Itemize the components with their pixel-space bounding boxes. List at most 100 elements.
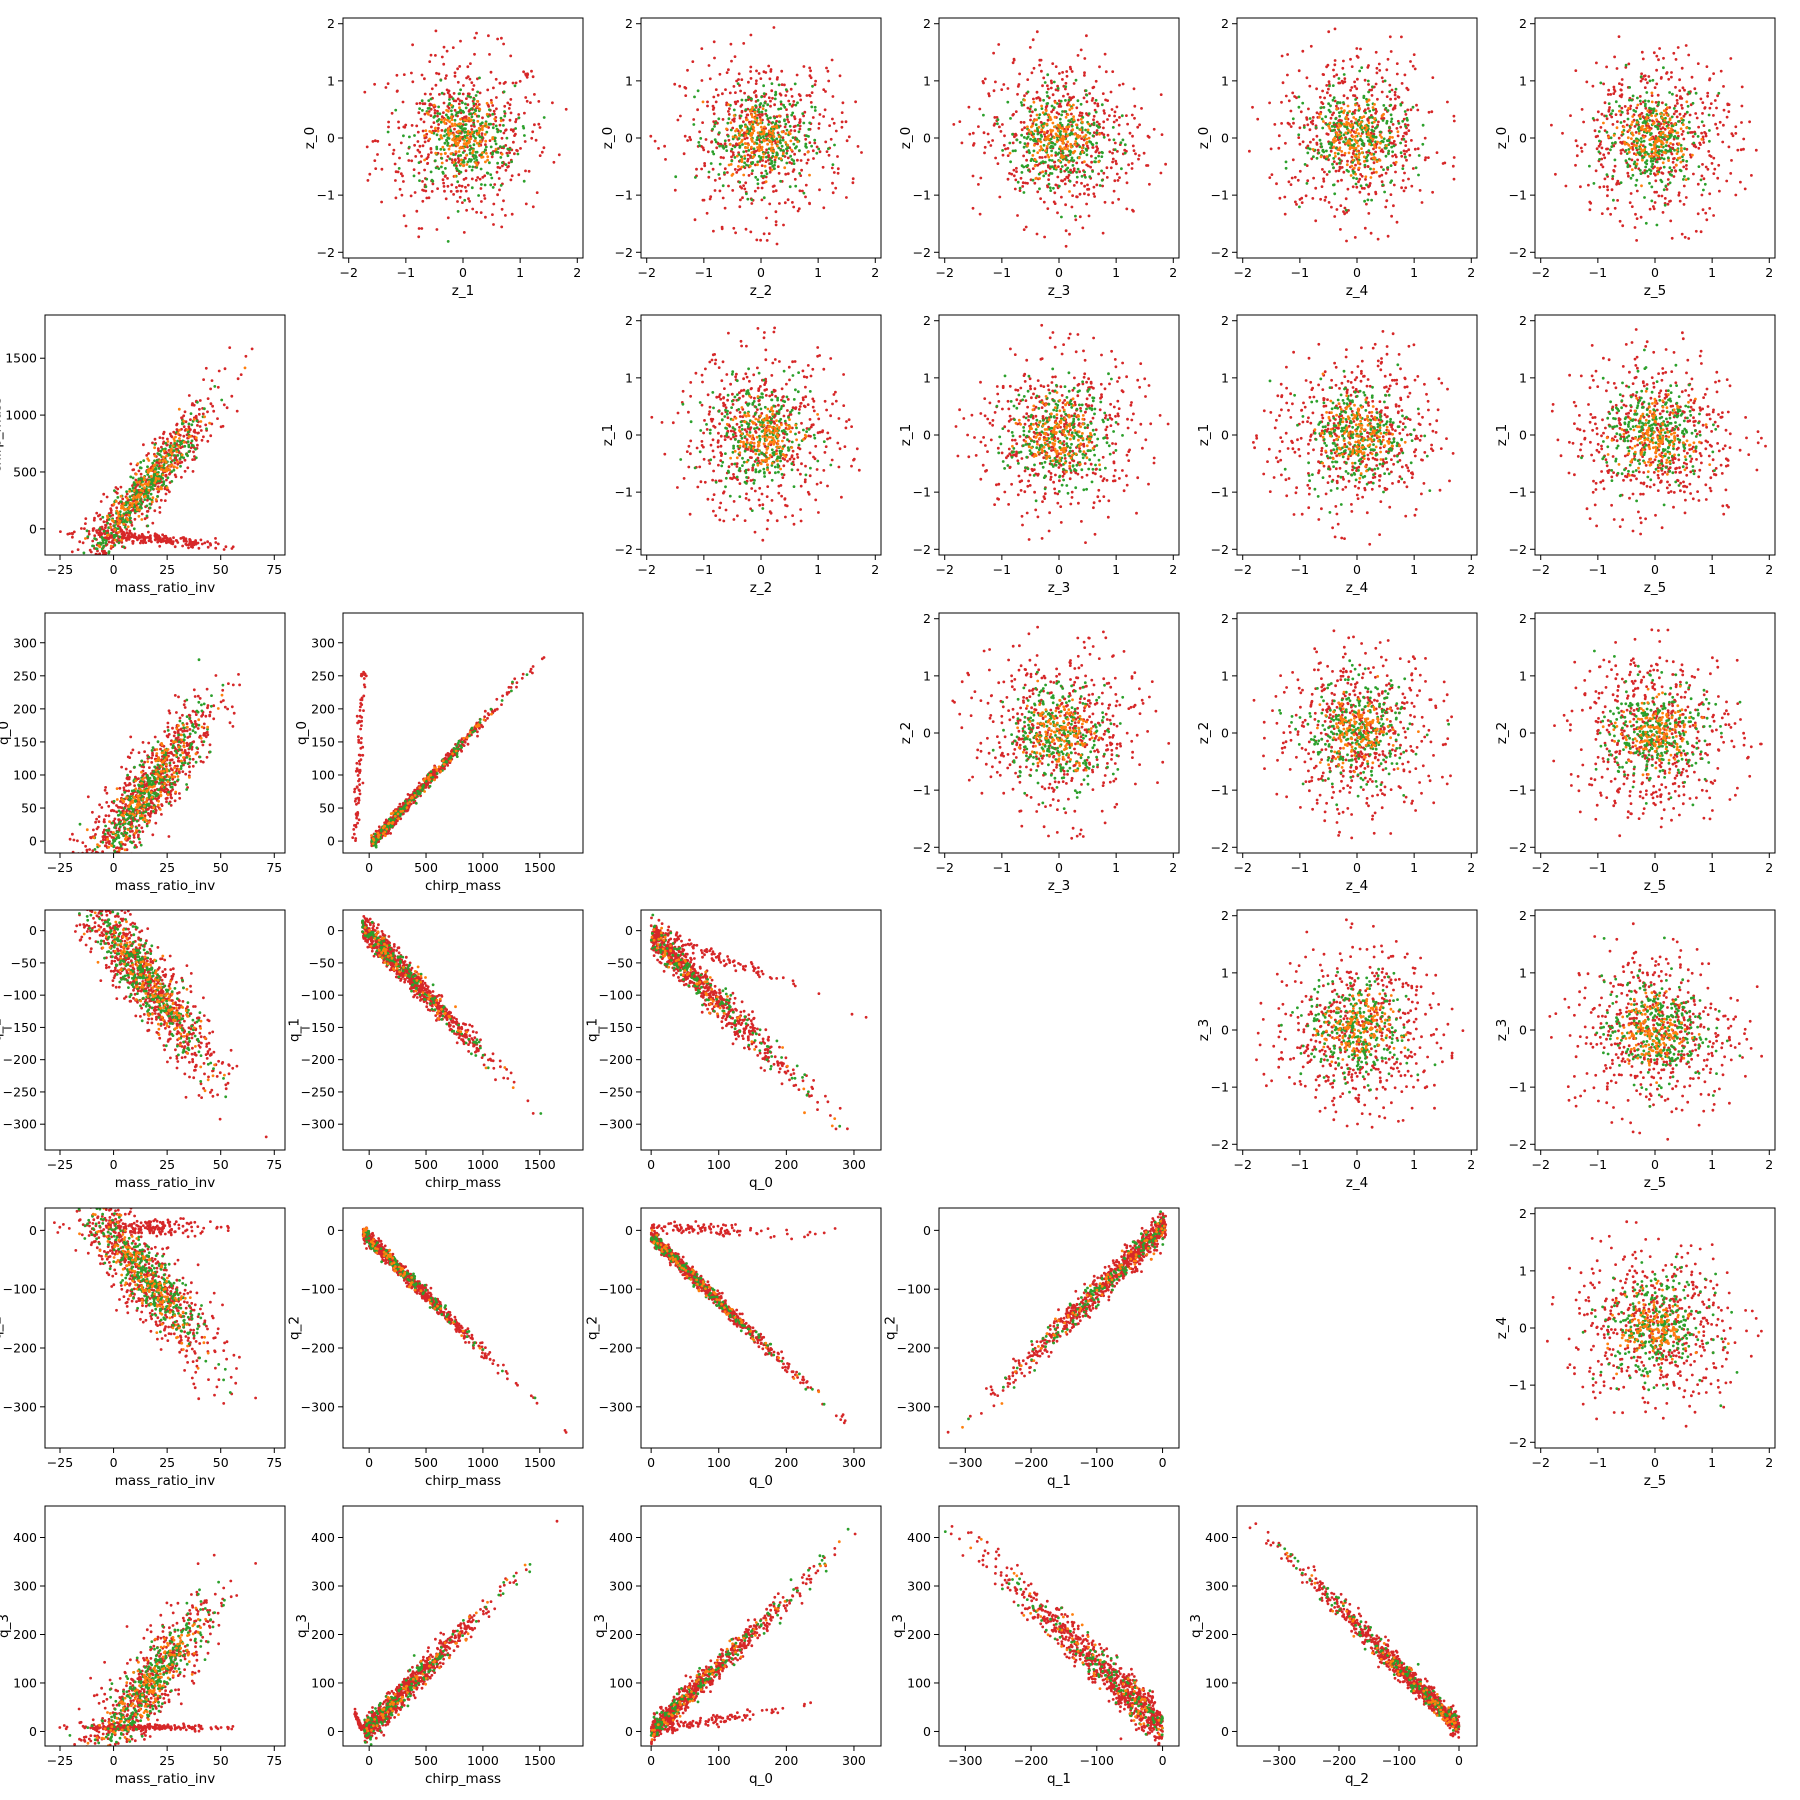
y-tick-label: −150 (3, 1020, 37, 1035)
y-tick-label: 0 (327, 1223, 335, 1238)
series-green-r2c5 (1593, 649, 1742, 807)
x-tick-label: 2 (871, 265, 879, 280)
x-tick-label: 0 (1455, 1753, 1463, 1768)
y-tick-label: −2 (1211, 245, 1229, 260)
series-orange-r2c5 (1601, 684, 1704, 777)
x-tick-label: 0 (110, 562, 118, 577)
x-tick-label: 1000 (467, 1157, 499, 1172)
series-red-r1c2 (650, 326, 861, 542)
y-tick-label: −100 (3, 1282, 37, 1297)
x-tick-label: 0 (1651, 1455, 1659, 1470)
x-tick-label: 2 (1765, 860, 1773, 875)
x-tick-label: 1 (1410, 860, 1418, 875)
y-tick-label: 0 (923, 131, 931, 146)
axes-frame-r2c0 (44, 612, 286, 854)
series-red-r2c1 (351, 656, 546, 848)
scatter-panel-r4c3: −300 −200 −100 0 0 −100 −200 −300 q_1 q_2 (883, 1207, 1180, 1489)
y-tick-label: 0 (625, 428, 633, 443)
points-r5c3 (943, 1525, 1164, 1746)
x-tick-label: 300 (842, 1753, 866, 1768)
x-tick-label: 25 (159, 860, 175, 875)
points-r0c1 (363, 29, 568, 243)
x-tick-label: 1 (1112, 860, 1120, 875)
x-tick-label: 1 (1112, 265, 1120, 280)
y-tick-label: 2 (1519, 16, 1527, 31)
series-green-r5c4 (1277, 1543, 1461, 1732)
y-tick-label: −1 (615, 485, 633, 500)
x-tick-label: 75 (266, 1157, 282, 1172)
x-tick-label: 200 (774, 1753, 798, 1768)
x-tick-label: 1500 (524, 1455, 556, 1470)
x-tick-label: −2 (1531, 562, 1549, 577)
y-tick-label: 1 (1519, 965, 1527, 980)
y-tick-label: −1 (1211, 783, 1229, 798)
axes-frame-r0c3 (938, 17, 1180, 259)
series-green-r1c4 (1268, 363, 1432, 514)
x-tick-label: −1 (1589, 1455, 1607, 1470)
x-tick-label: −300 (948, 1753, 982, 1768)
y-tick-label: −1 (913, 188, 931, 203)
series-orange-r5c1 (365, 1563, 527, 1733)
scatter-panel-r0c1: −2 −1 0 1 2 −2 −1 0 1 2 z_1 z_0 (302, 16, 584, 299)
x-tick-label: 0 (110, 1753, 118, 1768)
x-axis-label: chirp_mass (425, 1175, 501, 1191)
x-tick-label: −2 (1531, 265, 1549, 280)
series-red-r4c2 (649, 1220, 847, 1425)
series-orange-r2c1 (370, 712, 493, 845)
y-tick-label: −150 (301, 1020, 335, 1035)
y-tick-label: 2 (1221, 611, 1229, 626)
series-orange-r3c2 (650, 926, 837, 1128)
scatter-panel-r1c4: −2 −1 0 1 2 −2 −1 0 1 2 z_4 z_1 (1196, 313, 1478, 596)
scatter-panel-r3c4: −2 −1 0 1 2 −2 −1 0 1 2 z_4 z_3 (1196, 908, 1478, 1191)
y-axis-label: z_0 (302, 127, 318, 149)
y-tick-label: 0 (923, 1724, 931, 1739)
x-tick-label: 0 (110, 860, 118, 875)
y-tick-label: 0 (1519, 428, 1527, 443)
x-tick-label: 0 (1353, 1157, 1361, 1172)
scatter-panel-r3c0: −25 0 25 50 750−50−100−150−200−250−300mass_r… (0, 909, 286, 1191)
x-tick-label: −2 (339, 265, 357, 280)
y-axis-label: z_1 (1196, 424, 1212, 446)
y-tick-label: 400 (1205, 1530, 1229, 1545)
y-tick-label: −200 (3, 1052, 37, 1067)
axes-frame-r3c4 (1236, 909, 1478, 1151)
series-orange-r2c4 (1316, 675, 1420, 774)
x-tick-label: 50 (213, 1455, 229, 1470)
x-tick-label: −25 (47, 1753, 73, 1768)
points-r1c5 (1550, 328, 1767, 536)
x-tick-label: 75 (266, 860, 282, 875)
x-tick-label: 100 (707, 1157, 731, 1172)
x-axis-label: q_0 (749, 1771, 773, 1787)
x-tick-label: 1 (1410, 562, 1418, 577)
series-orange-r5c2 (650, 1540, 841, 1741)
x-tick-label: 0 (1651, 860, 1659, 875)
x-tick-label: 2 (1765, 265, 1773, 280)
scatter-panel-r5c2: 0 100 200 300 0 100 200 300 400 q_0 q_3 (592, 1505, 882, 1787)
y-axis-label: z_1 (600, 424, 616, 446)
x-tick-label: 0 (110, 1455, 118, 1470)
x-tick-label: −100 (1382, 1753, 1416, 1768)
axes-frame-r4c3 (938, 1207, 1180, 1449)
y-tick-label: −2 (1509, 542, 1527, 557)
scatter-panel-r4c5: −2 −1 0 1 2 −2 −1 0 1 2 z_5 z_4 (1494, 1206, 1776, 1489)
x-tick-label: 300 (842, 1157, 866, 1172)
y-tick-label: 2 (327, 16, 335, 31)
x-tick-label: −2 (935, 265, 953, 280)
x-tick-label: 25 (159, 1157, 175, 1172)
y-tick-label: 200 (311, 701, 335, 716)
x-tick-label: 0 (1055, 265, 1063, 280)
series-red-r0c4 (1248, 27, 1456, 243)
x-tick-label: 2 (871, 562, 879, 577)
y-tick-label: 300 (609, 1579, 633, 1594)
y-tick-label: 2 (1221, 313, 1229, 328)
y-tick-label: −2 (1509, 1137, 1527, 1152)
y-tick-label: 200 (907, 1627, 931, 1642)
series-green-r1c0 (82, 385, 224, 555)
y-tick-label: 250 (311, 668, 335, 683)
x-tick-label: −1 (1589, 265, 1607, 280)
x-axis-label: mass_ratio_inv (115, 1175, 215, 1191)
y-tick-label: 0 (1221, 428, 1229, 443)
series-orange-r3c0 (82, 911, 226, 1093)
y-tick-label: 0 (625, 131, 633, 146)
x-axis-label: mass_ratio_inv (115, 1473, 215, 1489)
